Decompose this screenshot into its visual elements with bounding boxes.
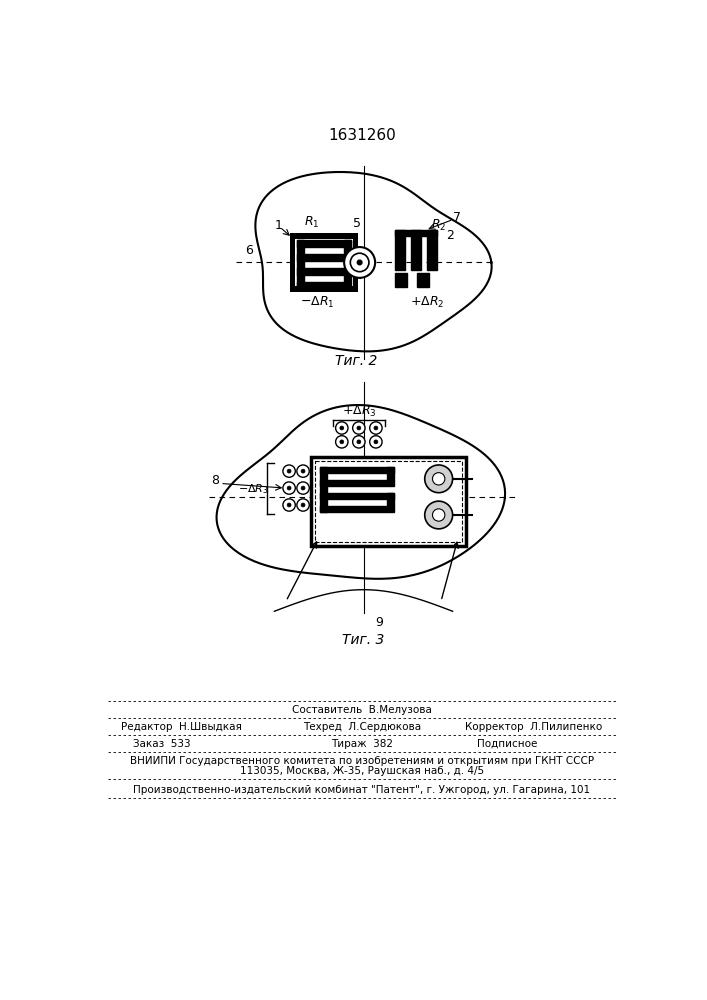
Bar [297,254,351,261]
Text: 6: 6 [245,244,252,257]
Bar [297,282,351,289]
Text: $-\Delta R_1$: $-\Delta R_1$ [300,295,334,310]
Text: Составитель  В.Мелузова: Составитель В.Мелузова [292,705,432,715]
Ellipse shape [344,247,375,278]
Text: $+\Delta R_3$: $+\Delta R_3$ [341,404,376,419]
Ellipse shape [287,503,291,507]
Bar [395,230,437,236]
Text: 5: 5 [354,217,361,230]
Text: $-\Delta R_3$: $-\Delta R_3$ [238,482,269,496]
Bar [296,239,353,286]
Text: Τиг. 3: Τиг. 3 [342,633,385,647]
Ellipse shape [301,503,305,507]
Ellipse shape [374,440,378,444]
Ellipse shape [353,436,365,448]
Ellipse shape [297,482,309,494]
Text: $+\Delta R_2$: $+\Delta R_2$ [410,295,444,310]
Text: Техред  Л.Сердюкова: Техред Л.Сердюкова [303,722,421,732]
Bar [387,466,394,480]
Text: 1: 1 [274,219,282,232]
Ellipse shape [351,253,369,272]
Text: Подписное: Подписное [477,739,537,749]
Ellipse shape [297,499,309,511]
Ellipse shape [370,436,382,448]
Bar [395,273,407,287]
Bar [311,457,466,546]
Ellipse shape [336,436,348,448]
Bar [320,506,394,512]
Bar [395,230,404,270]
Text: Корректор  Л.Пилипенко: Корректор Л.Пилипенко [465,722,602,732]
Ellipse shape [297,465,309,477]
Text: $R_2$: $R_2$ [431,218,446,233]
Bar [417,273,429,287]
Bar [297,240,351,247]
Bar [315,461,462,542]
Ellipse shape [301,486,305,490]
Bar [427,230,437,270]
Ellipse shape [283,465,296,477]
Ellipse shape [287,469,291,473]
Ellipse shape [425,501,452,529]
Ellipse shape [353,422,365,434]
Bar [320,466,394,473]
Bar [297,240,304,289]
Bar [320,493,394,499]
Bar [297,268,351,275]
Text: Заказ  533: Заказ 533 [133,739,191,749]
Ellipse shape [370,422,382,434]
Ellipse shape [433,473,445,485]
Text: 2: 2 [446,229,454,242]
Bar [411,230,421,270]
Text: 113035, Москва, Ж-35, Раушская наб., д. 4/5: 113035, Москва, Ж-35, Раушская наб., д. … [240,766,484,776]
Bar [320,480,394,486]
Bar [290,233,358,292]
Text: Тираж  382: Тираж 382 [331,739,393,749]
Ellipse shape [433,509,445,521]
Ellipse shape [374,426,378,430]
Ellipse shape [301,469,305,473]
Bar [320,466,327,512]
Bar [387,493,394,506]
Text: 7: 7 [452,211,460,224]
Text: 1631260: 1631260 [328,128,396,143]
Text: ВНИИПИ Государственного комитета по изобретениям и открытиям при ГКНТ СССР: ВНИИПИ Государственного комитета по изоб… [130,756,594,766]
Text: Производственно-издательский комбинат "Патент", г. Ужгород, ул. Гагарина, 101: Производственно-издательский комбинат "П… [134,785,590,795]
Ellipse shape [357,440,361,444]
Bar [344,268,351,282]
Ellipse shape [283,499,296,511]
Text: 8: 8 [211,474,218,487]
Ellipse shape [357,260,362,265]
Text: $R_1$: $R_1$ [304,215,320,230]
Text: Τиг. 2: Τиг. 2 [334,354,377,368]
Text: 9: 9 [375,616,383,629]
Ellipse shape [287,486,291,490]
Ellipse shape [340,426,344,430]
Ellipse shape [425,465,452,493]
Bar [344,240,351,254]
Ellipse shape [340,440,344,444]
Ellipse shape [283,482,296,494]
Ellipse shape [336,422,348,434]
Text: Редактор  Н.Швыдкая: Редактор Н.Швыдкая [121,722,242,732]
Ellipse shape [357,426,361,430]
